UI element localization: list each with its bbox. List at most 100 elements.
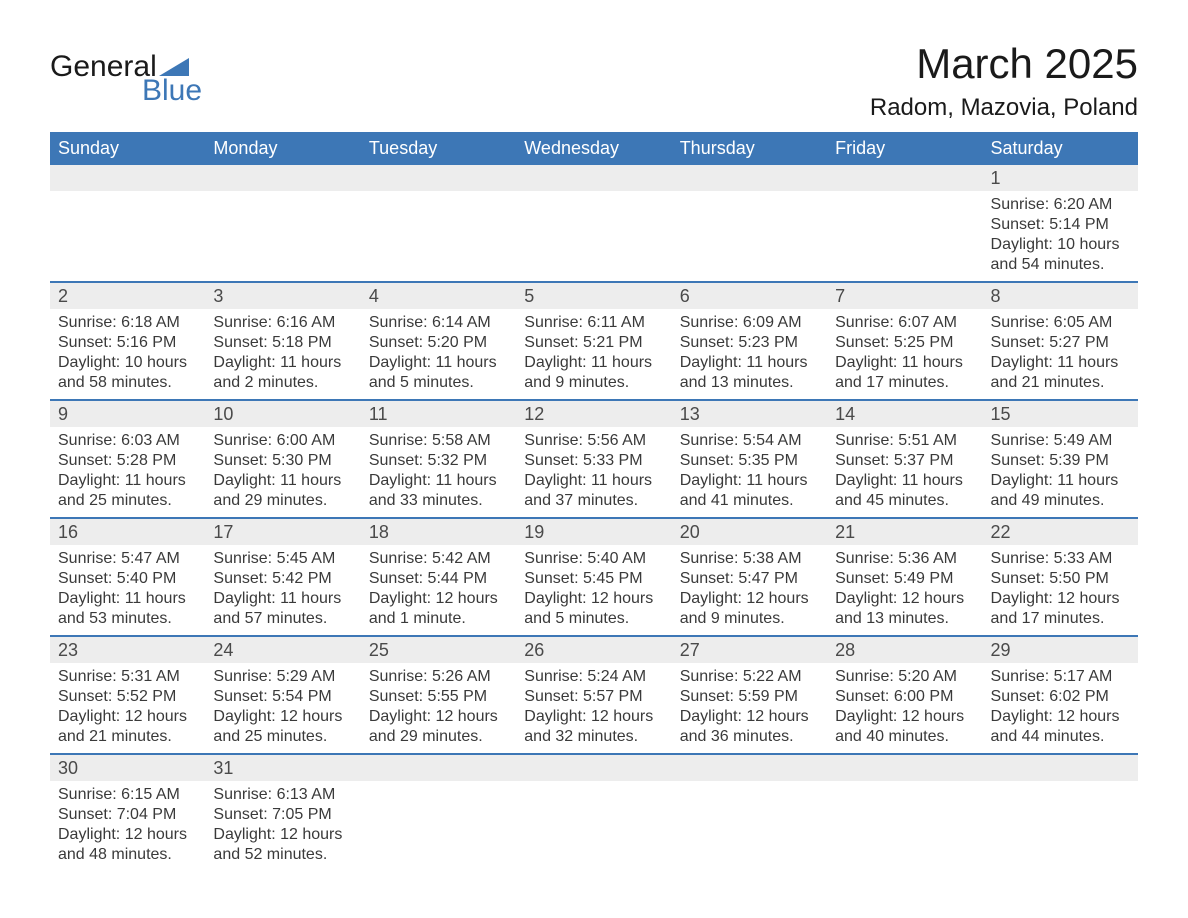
day-number-cell: 25 <box>361 636 516 663</box>
sunset-text: Sunset: 5:57 PM <box>524 687 663 707</box>
sunrise-text: Sunrise: 6:14 AM <box>369 313 508 333</box>
day-number-cell <box>361 754 516 781</box>
sunset-text: Sunset: 5:32 PM <box>369 451 508 471</box>
day-number-row: 23242526272829 <box>50 636 1138 663</box>
day-number-cell: 24 <box>205 636 360 663</box>
day-detail-cell: Sunrise: 5:58 AMSunset: 5:32 PMDaylight:… <box>361 427 516 518</box>
sunrise-text: Sunrise: 5:29 AM <box>213 667 352 687</box>
day-number-cell: 6 <box>672 282 827 309</box>
day-number-cell: 3 <box>205 282 360 309</box>
daylight-text: and 48 minutes. <box>58 845 197 865</box>
day-detail-cell: Sunrise: 5:17 AMSunset: 6:02 PMDaylight:… <box>983 663 1138 754</box>
sunset-text: Sunset: 5:33 PM <box>524 451 663 471</box>
sunrise-text: Sunrise: 5:47 AM <box>58 549 197 569</box>
sunrise-text: Sunrise: 6:18 AM <box>58 313 197 333</box>
daylight-text: Daylight: 12 hours <box>524 589 663 609</box>
day-number-cell: 27 <box>672 636 827 663</box>
daylight-text: and 21 minutes. <box>991 373 1130 393</box>
day-number-cell: 22 <box>983 518 1138 545</box>
sunrise-text: Sunrise: 6:16 AM <box>213 313 352 333</box>
day-detail-cell <box>983 781 1138 871</box>
sunset-text: Sunset: 5:47 PM <box>680 569 819 589</box>
weekday-header: Sunday <box>50 132 205 165</box>
day-detail-cell: Sunrise: 5:47 AMSunset: 5:40 PMDaylight:… <box>50 545 205 636</box>
sunrise-text: Sunrise: 5:56 AM <box>524 431 663 451</box>
daylight-text: and 29 minutes. <box>369 727 508 747</box>
sunset-text: Sunset: 5:44 PM <box>369 569 508 589</box>
daylight-text: and 32 minutes. <box>524 727 663 747</box>
brand-word1: General <box>50 50 157 84</box>
sunset-text: Sunset: 5:16 PM <box>58 333 197 353</box>
title-block: March 2025 Radom, Mazovia, Poland <box>870 40 1138 122</box>
day-detail-cell: Sunrise: 5:54 AMSunset: 5:35 PMDaylight:… <box>672 427 827 518</box>
daylight-text: and 1 minute. <box>369 609 508 629</box>
daylight-text: Daylight: 11 hours <box>213 353 352 373</box>
daylight-text: Daylight: 12 hours <box>835 707 974 727</box>
daylight-text: Daylight: 11 hours <box>213 471 352 491</box>
daylight-text: Daylight: 11 hours <box>835 353 974 373</box>
sunset-text: Sunset: 5:30 PM <box>213 451 352 471</box>
day-detail-cell: Sunrise: 5:24 AMSunset: 5:57 PMDaylight:… <box>516 663 671 754</box>
daylight-text: and 21 minutes. <box>58 727 197 747</box>
weekday-header: Wednesday <box>516 132 671 165</box>
day-number-cell: 7 <box>827 282 982 309</box>
sunset-text: Sunset: 6:00 PM <box>835 687 974 707</box>
daylight-text: Daylight: 10 hours <box>991 235 1130 255</box>
day-detail-cell: Sunrise: 5:22 AMSunset: 5:59 PMDaylight:… <box>672 663 827 754</box>
daylight-text: and 33 minutes. <box>369 491 508 511</box>
sunset-text: Sunset: 5:14 PM <box>991 215 1130 235</box>
daylight-text: and 5 minutes. <box>369 373 508 393</box>
day-detail-cell: Sunrise: 6:00 AMSunset: 5:30 PMDaylight:… <box>205 427 360 518</box>
sunset-text: Sunset: 7:05 PM <box>213 805 352 825</box>
daylight-text: Daylight: 12 hours <box>680 707 819 727</box>
day-number-cell: 4 <box>361 282 516 309</box>
daylight-text: and 17 minutes. <box>835 373 974 393</box>
sunset-text: Sunset: 5:37 PM <box>835 451 974 471</box>
weekday-header: Monday <box>205 132 360 165</box>
day-detail-cell: Sunrise: 5:42 AMSunset: 5:44 PMDaylight:… <box>361 545 516 636</box>
month-title: March 2025 <box>870 40 1138 88</box>
sunset-text: Sunset: 5:39 PM <box>991 451 1130 471</box>
day-detail-cell: Sunrise: 5:45 AMSunset: 5:42 PMDaylight:… <box>205 545 360 636</box>
sunrise-text: Sunrise: 5:58 AM <box>369 431 508 451</box>
daylight-text: and 13 minutes. <box>835 609 974 629</box>
day-number-cell: 2 <box>50 282 205 309</box>
sunrise-text: Sunrise: 6:11 AM <box>524 313 663 333</box>
daylight-text: and 57 minutes. <box>213 609 352 629</box>
day-number-cell: 18 <box>361 518 516 545</box>
day-detail-row: Sunrise: 5:31 AMSunset: 5:52 PMDaylight:… <box>50 663 1138 754</box>
day-detail-cell <box>516 191 671 282</box>
daylight-text: and 45 minutes. <box>835 491 974 511</box>
day-detail-cell <box>672 781 827 871</box>
sunset-text: Sunset: 5:21 PM <box>524 333 663 353</box>
day-number-cell: 13 <box>672 400 827 427</box>
day-detail-cell <box>50 191 205 282</box>
sunrise-text: Sunrise: 5:36 AM <box>835 549 974 569</box>
day-number-row: 3031 <box>50 754 1138 781</box>
day-number-cell <box>672 754 827 781</box>
day-detail-cell: Sunrise: 6:11 AMSunset: 5:21 PMDaylight:… <box>516 309 671 400</box>
daylight-text: and 25 minutes. <box>213 727 352 747</box>
daylight-text: Daylight: 11 hours <box>524 471 663 491</box>
daylight-text: and 36 minutes. <box>680 727 819 747</box>
day-number-cell <box>205 165 360 191</box>
daylight-text: Daylight: 12 hours <box>680 589 819 609</box>
day-number-cell: 31 <box>205 754 360 781</box>
sunrise-text: Sunrise: 5:33 AM <box>991 549 1130 569</box>
daylight-text: and 58 minutes. <box>58 373 197 393</box>
sunset-text: Sunset: 5:27 PM <box>991 333 1130 353</box>
sunset-text: Sunset: 5:42 PM <box>213 569 352 589</box>
sunrise-text: Sunrise: 6:15 AM <box>58 785 197 805</box>
sunrise-text: Sunrise: 5:49 AM <box>991 431 1130 451</box>
sunrise-text: Sunrise: 6:03 AM <box>58 431 197 451</box>
sunrise-text: Sunrise: 5:22 AM <box>680 667 819 687</box>
sunrise-text: Sunrise: 5:24 AM <box>524 667 663 687</box>
day-detail-cell: Sunrise: 5:56 AMSunset: 5:33 PMDaylight:… <box>516 427 671 518</box>
daylight-text: Daylight: 11 hours <box>991 471 1130 491</box>
brand-word2: Blue <box>142 74 202 108</box>
day-detail-row: Sunrise: 5:47 AMSunset: 5:40 PMDaylight:… <box>50 545 1138 636</box>
daylight-text: and 37 minutes. <box>524 491 663 511</box>
day-number-cell: 1 <box>983 165 1138 191</box>
day-number-cell <box>672 165 827 191</box>
day-number-row: 1 <box>50 165 1138 191</box>
